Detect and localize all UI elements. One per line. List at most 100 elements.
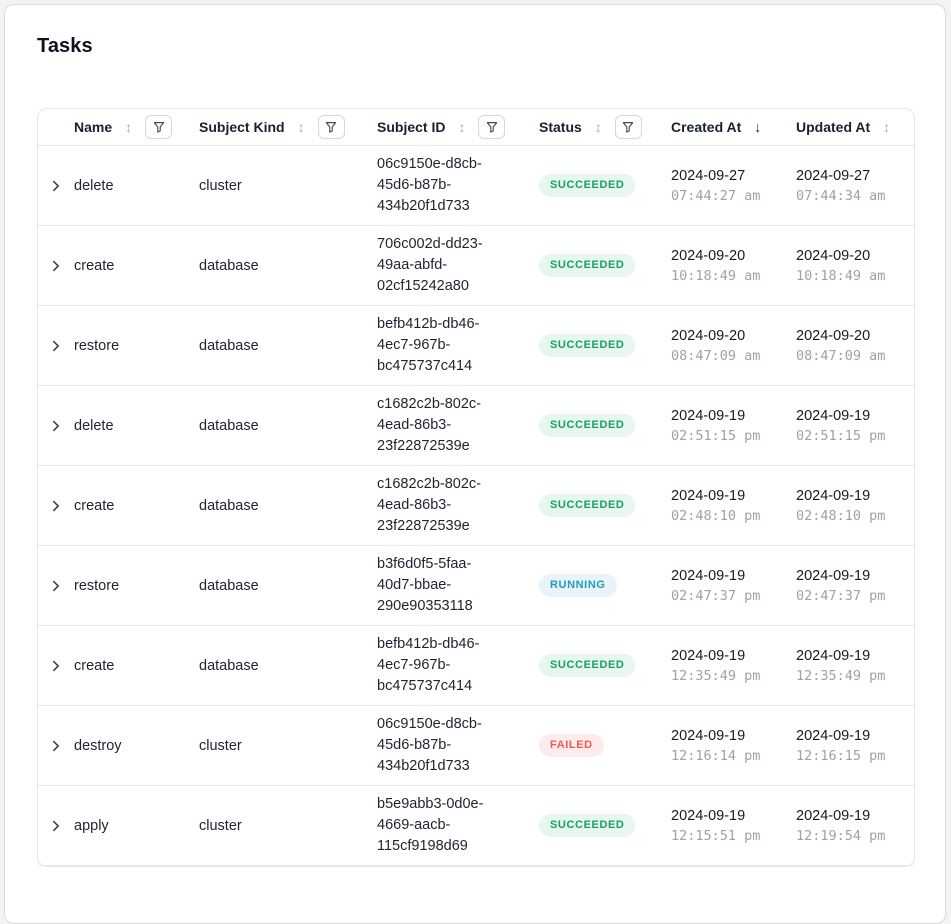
subject-id-cell: 706c002d-dd23-49aa-abfd-02cf15242a80 xyxy=(377,236,483,294)
status-badge: RUNNING xyxy=(539,574,617,597)
updated-date: 2024-09-27 xyxy=(796,167,871,184)
subject-kind-cell: database xyxy=(199,657,259,674)
updated-at-cell: 2024-09-19 12:19:54 pm xyxy=(796,806,916,846)
table-row: apply cluster b5e9abb3-0d0e-4669-aacb-11… xyxy=(38,786,914,866)
created-at-cell: 2024-09-19 02:48:10 pm xyxy=(671,486,796,526)
expand-row-button[interactable] xyxy=(46,256,66,276)
task-name-cell: delete xyxy=(74,177,114,194)
created-time: 02:48:10 pm xyxy=(671,507,761,524)
sort-icon[interactable]: ↕ xyxy=(458,119,466,135)
created-at-cell: 2024-09-19 02:51:15 pm xyxy=(671,406,796,446)
updated-date: 2024-09-19 xyxy=(796,487,871,504)
created-date: 2024-09-27 xyxy=(671,167,746,184)
created-date: 2024-09-19 xyxy=(671,647,746,664)
tasks-table: Name ↕ Subject Kind ↕ Subject ID ↕ xyxy=(37,108,915,867)
chevron-right-icon xyxy=(49,579,63,593)
updated-time: 12:35:49 pm xyxy=(796,667,886,684)
filter-button[interactable] xyxy=(317,115,345,139)
status-cell: SUCCEEDED xyxy=(539,334,671,357)
updated-date: 2024-09-20 xyxy=(796,247,871,264)
column-header-label: Updated At xyxy=(796,119,871,135)
updated-date: 2024-09-19 xyxy=(796,647,871,664)
status-badge: SUCCEEDED xyxy=(539,814,636,837)
table-row: create database c1682c2b-802c-4ead-86b3-… xyxy=(38,466,914,546)
created-date: 2024-09-19 xyxy=(671,807,746,824)
created-at-cell: 2024-09-19 12:35:49 pm xyxy=(671,646,796,686)
chevron-right-icon xyxy=(49,179,63,193)
updated-date: 2024-09-19 xyxy=(796,567,871,584)
page-card: Tasks Name ↕ Subject Kind ↕ Subject ID ↕ xyxy=(4,4,946,924)
status-cell: SUCCEEDED xyxy=(539,814,671,837)
filter-button[interactable] xyxy=(145,115,173,139)
column-header-name: Name ↕ xyxy=(74,115,199,139)
updated-at-cell: 2024-09-19 02:51:15 pm xyxy=(796,406,916,446)
chevron-right-icon xyxy=(49,659,63,673)
sort-icon[interactable]: ↕ xyxy=(594,119,602,135)
updated-date: 2024-09-20 xyxy=(796,327,871,344)
expand-row-button[interactable] xyxy=(46,176,66,196)
column-header-label: Created At xyxy=(671,119,742,135)
expand-row-button[interactable] xyxy=(46,336,66,356)
created-time: 10:18:49 am xyxy=(671,267,761,284)
created-at-cell: 2024-09-27 07:44:27 am xyxy=(671,166,796,206)
expand-row-button[interactable] xyxy=(46,656,66,676)
created-date: 2024-09-20 xyxy=(671,247,746,264)
updated-time: 08:47:09 am xyxy=(796,347,886,364)
updated-date: 2024-09-19 xyxy=(796,727,871,744)
table-body: delete cluster 06c9150e-d8cb-45d6-b87b-4… xyxy=(38,146,914,866)
status-badge: SUCCEEDED xyxy=(539,334,636,357)
task-name-cell: create xyxy=(74,497,115,514)
created-time: 12:15:51 pm xyxy=(671,827,761,844)
status-cell: SUCCEEDED xyxy=(539,174,671,197)
subject-kind-cell: cluster xyxy=(199,737,242,754)
filter-button[interactable] xyxy=(478,115,506,139)
created-at-cell: 2024-09-20 08:47:09 am xyxy=(671,326,796,366)
updated-at-cell: 2024-09-19 02:48:10 pm xyxy=(796,486,916,526)
updated-time: 07:44:34 am xyxy=(796,187,886,204)
created-at-cell: 2024-09-19 02:47:37 pm xyxy=(671,566,796,606)
updated-time: 12:19:54 pm xyxy=(796,827,886,844)
updated-time: 02:48:10 pm xyxy=(796,507,886,524)
created-at-cell: 2024-09-20 10:18:49 am xyxy=(671,246,796,286)
expand-row-button[interactable] xyxy=(46,416,66,436)
subject-id-cell: b5e9abb3-0d0e-4669-aacb-115cf9198d69 xyxy=(377,796,484,854)
chevron-right-icon xyxy=(49,339,63,353)
updated-at-cell: 2024-09-19 02:47:37 pm xyxy=(796,566,916,606)
expand-row-button[interactable] xyxy=(46,576,66,596)
task-name-cell: restore xyxy=(74,337,120,354)
created-at-cell: 2024-09-19 12:16:14 pm xyxy=(671,726,796,766)
subject-kind-cell: cluster xyxy=(199,177,242,194)
task-name-cell: create xyxy=(74,657,115,674)
subject-id-cell: c1682c2b-802c-4ead-86b3-23f22872539e xyxy=(377,476,481,534)
sort-desc-icon[interactable]: ↓ xyxy=(754,119,762,135)
page-title: Tasks xyxy=(37,35,93,57)
sort-icon[interactable]: ↕ xyxy=(297,119,305,135)
subject-kind-cell: cluster xyxy=(199,817,242,834)
status-badge: SUCCEEDED xyxy=(539,494,636,517)
created-date: 2024-09-19 xyxy=(671,567,746,584)
table-header-row: Name ↕ Subject Kind ↕ Subject ID ↕ xyxy=(38,109,914,146)
created-at-cell: 2024-09-19 12:15:51 pm xyxy=(671,806,796,846)
subject-kind-cell: database xyxy=(199,577,259,594)
expand-row-button[interactable] xyxy=(46,736,66,756)
subject-kind-cell: database xyxy=(199,497,259,514)
updated-time: 02:51:15 pm xyxy=(796,427,886,444)
created-date: 2024-09-19 xyxy=(671,407,746,424)
expand-row-button[interactable] xyxy=(46,496,66,516)
funnel-icon xyxy=(485,120,499,134)
status-badge: SUCCEEDED xyxy=(539,174,636,197)
updated-date: 2024-09-19 xyxy=(796,407,871,424)
table-row: create database befb412b-db46-4ec7-967b-… xyxy=(38,626,914,706)
created-time: 07:44:27 am xyxy=(671,187,761,204)
status-badge: FAILED xyxy=(539,734,604,757)
sort-icon[interactable]: ↕ xyxy=(125,119,133,135)
subject-id-cell: befb412b-db46-4ec7-967b-bc475737c414 xyxy=(377,636,480,694)
created-time: 02:51:15 pm xyxy=(671,427,761,444)
expand-row-button[interactable] xyxy=(46,816,66,836)
column-header-label: Name xyxy=(74,119,113,135)
chevron-right-icon xyxy=(49,739,63,753)
filter-button[interactable] xyxy=(614,115,642,139)
table-row: create database 706c002d-dd23-49aa-abfd-… xyxy=(38,226,914,306)
subject-kind-cell: database xyxy=(199,337,259,354)
sort-icon[interactable]: ↕ xyxy=(883,119,891,135)
